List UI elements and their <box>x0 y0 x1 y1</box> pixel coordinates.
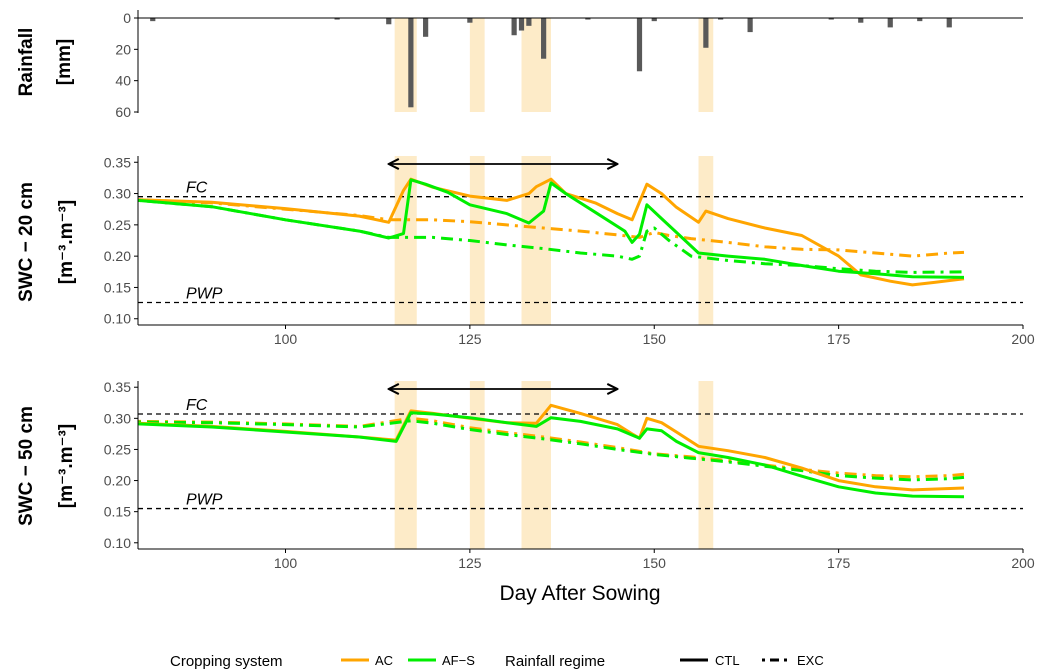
rain-bar-141 <box>585 18 591 20</box>
rain-event-band-20-2 <box>521 156 551 325</box>
rain-ytick-label-60: 60 <box>115 104 131 120</box>
rain-event-band-2 <box>521 18 551 112</box>
rain-ytick-label-0: 0 <box>123 10 131 26</box>
rain-bar-174 <box>828 18 834 20</box>
rain-bar-132 <box>518 18 525 31</box>
rain-bar-133 <box>526 18 532 26</box>
swc-series-50cm <box>137 403 965 499</box>
rain-event-band-50-3 <box>698 381 714 549</box>
ytick-label-50-0.15: 0.15 <box>104 504 131 520</box>
ytick-label-50-0.35: 0.35 <box>104 379 131 395</box>
legend: Cropping system AC AF−S Rainfall regime … <box>170 653 824 670</box>
fc-label-50: FC <box>186 397 208 414</box>
swc-20cm-ylabel-line2: [m⁻³.m⁻³] <box>56 200 77 284</box>
x-ticks-50cm: 100 125 150 175 200 <box>274 549 1035 571</box>
rain-bar-159 <box>718 18 724 20</box>
pwp-label-20: PWP <box>186 285 223 302</box>
ytick-label-20-0.20: 0.20 <box>104 248 131 264</box>
xtick-label-50-200: 200 <box>1011 555 1035 571</box>
xtick-label-50-100: 100 <box>274 555 298 571</box>
rain-event-bands <box>394 18 714 112</box>
rain-bar-150 <box>651 18 657 22</box>
legend-cropping-title: Cropping system <box>170 653 283 670</box>
series-50-afs-exc <box>137 419 965 482</box>
series-50-afs-ctl <box>137 411 965 499</box>
rain-bar-107 <box>334 18 340 20</box>
rainfall-ylabel-line2: [mm] <box>54 39 75 85</box>
xtick-label-20-100: 100 <box>274 331 298 347</box>
rain-event-band-20-3 <box>698 156 714 325</box>
legend-exc-label: EXC <box>797 653 824 668</box>
pwp-label-50: PWP <box>186 492 223 509</box>
rainfall-ylabel-line1: Rainfall <box>16 28 37 97</box>
rain-bar-186 <box>917 18 923 22</box>
ytick-label-50-0.25: 0.25 <box>104 441 131 457</box>
rain-event-band-1 <box>469 18 485 112</box>
rain-bar-157 <box>703 18 709 48</box>
rain-event-bands-50cm <box>394 381 714 549</box>
rainfall-y-ticks: 0 20 40 60 <box>115 10 138 120</box>
rain-bar-114 <box>386 18 392 25</box>
rain-bar-125 <box>467 18 473 23</box>
y-ticks-50cm: 0.10 0.15 0.20 0.25 0.30 0.35 <box>104 379 138 551</box>
rain-bar-148 <box>636 18 643 72</box>
ytick-label-20-0.30: 0.30 <box>104 186 131 202</box>
series-20-ac-ctl <box>137 177 965 287</box>
rain-event-band-50-0 <box>394 381 417 549</box>
xtick-label-20-200: 200 <box>1011 331 1035 347</box>
ytick-label-50-0.20: 0.20 <box>104 473 131 489</box>
rain-event-band-50-1 <box>469 381 485 549</box>
rainfall-panel: 0 20 40 60 Rainfall [mm] <box>16 10 1023 120</box>
legend-rain-title: Rainfall regime <box>505 653 605 670</box>
rain-bar-82 <box>150 18 156 22</box>
xtick-label-20-175: 175 <box>827 331 851 347</box>
swc-series-20cm <box>137 177 965 287</box>
x-ticks-20cm: 100 125 150 175 200 <box>274 325 1035 347</box>
x-axis-title: Day After Sowing <box>499 582 660 605</box>
fc-label-20: FC <box>186 180 208 197</box>
rain-ytick-label-40: 40 <box>115 73 131 89</box>
ytick-label-20-0.10: 0.10 <box>104 311 131 327</box>
swc-20cm-ylabel-line1: SWC − 20 cm <box>16 182 37 302</box>
series-20-afs-ctl <box>137 178 965 279</box>
ytick-label-20-0.35: 0.35 <box>104 154 131 170</box>
rain-ytick-label-20: 20 <box>115 41 131 57</box>
swc-20cm-panel: FC PWP 0.10 0.15 0.20 0.25 0.30 0.35 100 125 150… <box>16 154 1035 347</box>
rain-bar-135 <box>541 18 547 59</box>
xtick-label-20-125: 125 <box>458 331 482 347</box>
series-50-ac-exc <box>137 416 965 479</box>
legend-afs-label: AF−S <box>442 653 475 668</box>
ytick-label-20-0.25: 0.25 <box>104 217 131 233</box>
legend-ac-label: AC <box>375 653 393 668</box>
ytick-label-20-0.15: 0.15 <box>104 279 131 295</box>
rain-bar-178 <box>858 18 864 23</box>
swc-50cm-ylabel-line1: SWC − 50 cm <box>16 406 37 526</box>
rain-bar-119 <box>423 18 429 37</box>
rain-event-band-50-2 <box>521 381 551 549</box>
xtick-label-50-125: 125 <box>458 555 482 571</box>
y-ticks-20cm: 0.10 0.15 0.20 0.25 0.30 0.35 <box>104 154 138 327</box>
ytick-label-50-0.30: 0.30 <box>104 410 131 426</box>
rain-bar-117 <box>408 18 414 108</box>
rain-bar-131 <box>511 18 517 36</box>
rain-bar-163 <box>747 18 753 33</box>
rain-bar-190 <box>946 18 952 28</box>
xtick-label-20-150: 150 <box>643 331 667 347</box>
ytick-label-50-0.10: 0.10 <box>104 535 131 551</box>
xtick-label-50-175: 175 <box>827 555 851 571</box>
swc-50cm-ylabel-line2: [m⁻³.m⁻³] <box>56 424 77 508</box>
rain-event-band-3 <box>698 18 714 112</box>
xtick-label-50-150: 150 <box>643 555 667 571</box>
legend-ctl-label: CTL <box>715 653 740 668</box>
rain-bar-182 <box>887 18 893 28</box>
rainfall-bars <box>150 18 952 108</box>
swc-50cm-panel: FC PWP 0.10 0.15 0.20 0.25 0.30 0.35 100 125 150… <box>16 379 1035 605</box>
